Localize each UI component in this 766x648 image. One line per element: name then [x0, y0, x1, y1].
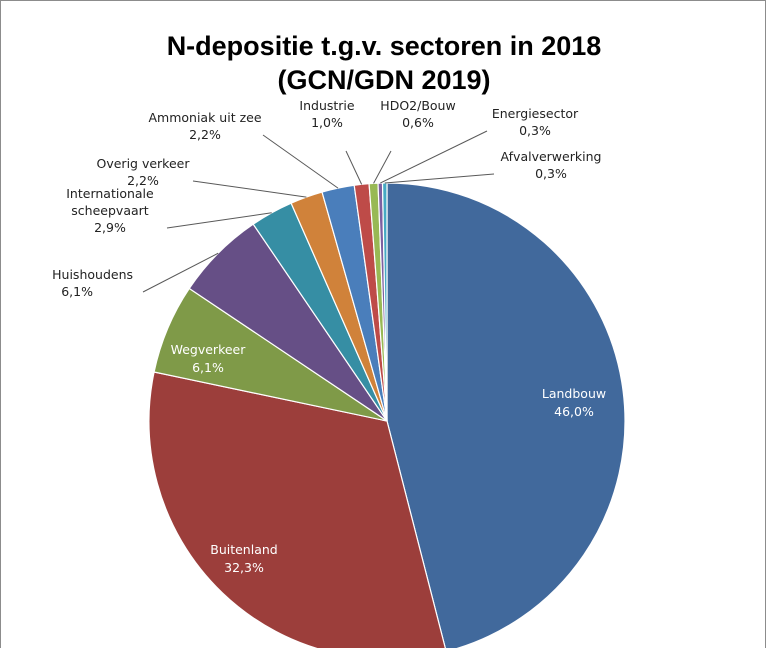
slice-label-industrie: Industrie 1,0%: [299, 98, 354, 130]
slice-label-buitenland: Buitenland 32,3%: [210, 542, 277, 575]
slice-label-internationale-scheepvaart: Internationale scheepvaart 2,9%: [66, 186, 154, 235]
chart-title-line-1: N-depositie t.g.v. sectoren in 2018: [167, 31, 602, 61]
slice-label-overig-verkeer: Overig verkeer 2,2%: [97, 156, 191, 188]
leader-line-hdo2-bouw: [373, 150, 392, 184]
slice-labels: Landbouw 46,0% Buitenland 32,3% Wegverkeer 6,…: [52, 98, 606, 575]
pie-slice-buitenland: [148, 371, 446, 648]
slice-label-energiesector: Energiesector 0,3%: [492, 106, 579, 138]
slice-label-afvalverwerking: Afvalverwerking 0,3%: [501, 149, 602, 181]
slice-label-ammoniak-uit-zee: Ammoniak uit zee 2,2%: [148, 110, 261, 142]
leader-line-industrie: [345, 150, 363, 185]
slice-label-hdo2-bouw: HDO2/Bouw 0,6%: [380, 98, 455, 130]
leader-line-overig-verkeer: [192, 180, 307, 198]
leader-line-energiesector: [380, 130, 488, 184]
slice-label-huishoudens: Huishoudens 6,1%: [52, 267, 133, 299]
pie-slices: [148, 182, 626, 648]
slice-label-landbouw: Landbouw 46,0%: [542, 386, 606, 419]
leader-line-internationale-scheepvaart: [166, 212, 272, 229]
slice-label-wegverkeer: Wegverkeer 6,1%: [171, 342, 247, 375]
leader-lines: [142, 130, 495, 293]
leader-line-ammoniak-uit-zee: [262, 134, 339, 189]
chart-title-line-2: (GCN/GDN 2019): [277, 65, 490, 95]
pie-slice-landbouw: [386, 182, 626, 648]
leader-line-afvalverwerking: [384, 173, 495, 184]
leader-line-huishoudens: [142, 252, 219, 293]
